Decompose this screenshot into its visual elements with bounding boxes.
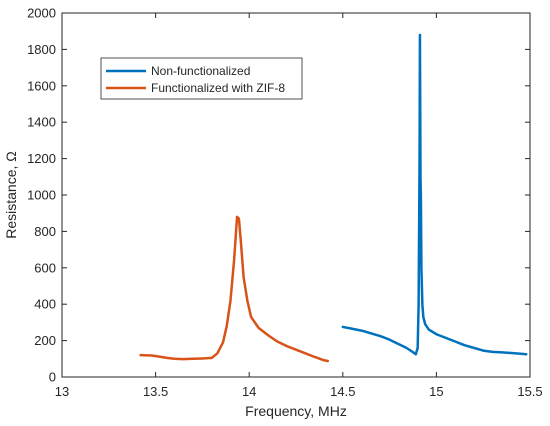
x-axis-ticks: 13 13.5 14 14.5 15 15.5	[55, 13, 543, 399]
y-axis-ticks: 0 200 400 600 800 1000 1200 1400 1600 1800 2000	[27, 6, 530, 385]
y-tick-label: 1400	[27, 115, 56, 130]
x-tick-label: 15.5	[517, 384, 542, 399]
series-line-zif8	[139, 215, 330, 363]
series-layer	[139, 33, 528, 363]
x-tick-label: 13	[55, 384, 69, 399]
y-tick-label: 200	[34, 333, 56, 348]
y-tick-label: 1600	[27, 78, 56, 93]
y-tick-label: 1000	[27, 188, 56, 203]
y-tick-label: 600	[34, 260, 56, 275]
x-tick-label: 15	[429, 384, 443, 399]
y-tick-label: 1200	[27, 151, 56, 166]
legend-label-non-functionalized: Non-functionalized	[151, 64, 250, 78]
legend-label-zif8: Functionalized with ZIF-8	[151, 81, 285, 95]
x-tick-label: 13.5	[143, 384, 168, 399]
x-tick-label: 14.5	[330, 384, 355, 399]
legend: Non-functionalized Functionalized with Z…	[100, 57, 303, 100]
x-axis-label: Frequency, MHz	[245, 403, 347, 419]
series-line-non-functionalized	[341, 33, 528, 356]
y-tick-label: 1800	[27, 42, 56, 57]
y-tick-label: 0	[49, 370, 56, 385]
y-tick-label: 800	[34, 224, 56, 239]
x-tick-label: 14	[242, 384, 256, 399]
y-tick-label: 400	[34, 297, 56, 312]
y-axis-label: Resistance, Ω	[3, 151, 19, 239]
legend-box	[100, 57, 303, 100]
y-tick-label: 2000	[27, 6, 56, 21]
